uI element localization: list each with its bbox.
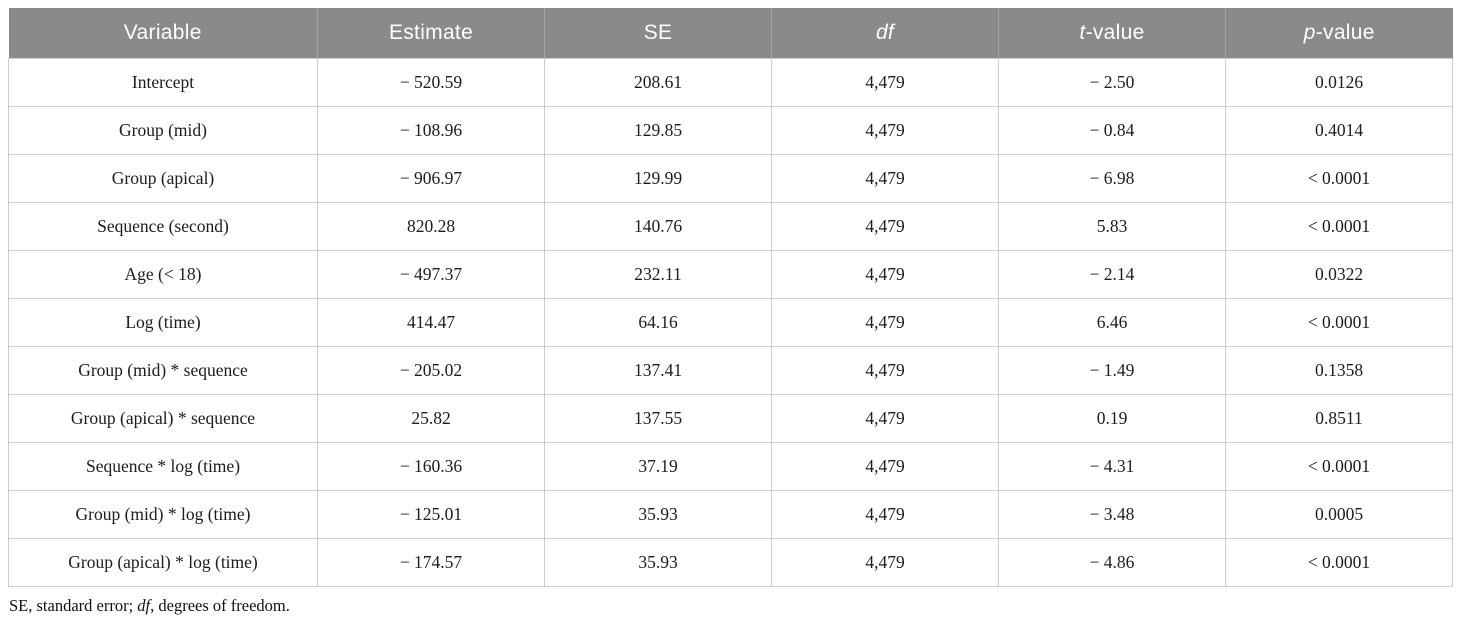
cell-df: 4,479: [771, 105, 999, 155]
column-header-t-value: t-value: [998, 8, 1226, 59]
cell-p-value: 0.0005: [1225, 489, 1453, 539]
cell-t-value: − 2.50: [998, 57, 1226, 107]
cell-estimate: − 160.36: [317, 441, 545, 491]
table-row: Sequence * log (time) − 160.36 37.19 4,479−…: [8, 441, 1453, 491]
cell-df: 4,479: [771, 297, 999, 347]
cell-variable: Group (apical) * log (time): [8, 537, 318, 587]
cell-estimate: − 520.59: [317, 57, 545, 107]
cell-df: 4,479: [771, 345, 999, 395]
cell-df: 4,479: [771, 537, 999, 587]
cell-variable: Intercept: [8, 57, 318, 107]
table-row: Group (apical) * log (time) − 174.57 35.93…: [8, 537, 1453, 587]
column-header-estimate: Estimate: [317, 8, 545, 59]
cell-se: 208.61: [544, 57, 772, 107]
cell-df: 4,479: [771, 249, 999, 299]
table-row: Age (< 18) − 497.37 232.11 4,479− 2.14 0.032…: [8, 249, 1453, 299]
table-row: Group (mid) * log (time) − 125.01 35.93 4,4…: [8, 489, 1453, 539]
table-row: Intercept − 520.59 208.61 4,479− 2.50 0.0126: [8, 57, 1453, 107]
text: , degrees of freedom.: [150, 595, 290, 615]
cell-se: 35.93: [544, 489, 772, 539]
cell-p-value: 0.8511: [1225, 393, 1453, 443]
table-row: Sequence (second) 820.28 140.76 4,479 5.83 < …: [8, 201, 1453, 251]
header-row: Variable Estimate SE df t-value p-value: [8, 8, 1453, 59]
text: SE, standard error;: [9, 595, 138, 615]
cell-estimate: − 205.02: [317, 345, 545, 395]
cell-t-value: 6.46: [998, 297, 1226, 347]
italic-text: t: [1079, 20, 1086, 44]
cell-df: 4,479: [771, 489, 999, 539]
cell-estimate: 25.82: [317, 393, 545, 443]
cell-estimate: − 174.57: [317, 537, 545, 587]
cell-se: 137.41: [544, 345, 772, 395]
cell-p-value: 0.4014: [1225, 105, 1453, 155]
cell-t-value: − 4.86: [998, 537, 1226, 587]
cell-se: 37.19: [544, 441, 772, 491]
column-header-p-value: p-value: [1225, 8, 1453, 59]
cell-se: 129.85: [544, 105, 772, 155]
cell-t-value: − 6.98: [998, 153, 1226, 203]
cell-df: 4,479: [771, 201, 999, 251]
cell-p-value: < 0.0001: [1225, 153, 1453, 203]
cell-se: 64.16: [544, 297, 772, 347]
cell-variable: Sequence * log (time): [8, 441, 318, 491]
cell-estimate: − 497.37: [317, 249, 545, 299]
cell-variable: Group (apical): [8, 153, 318, 203]
cell-estimate: − 108.96: [317, 105, 545, 155]
cell-estimate: 414.47: [317, 297, 545, 347]
cell-t-value: − 2.14: [998, 249, 1226, 299]
table-row: Log (time) 414.47 64.16 4,479 6.46 < 0.0001: [8, 297, 1453, 347]
cell-estimate: 820.28: [317, 201, 545, 251]
cell-df: 4,479: [771, 393, 999, 443]
cell-t-value: 0.19: [998, 393, 1226, 443]
cell-p-value: 0.1358: [1225, 345, 1453, 395]
table-body: Intercept − 520.59 208.61 4,479− 2.50 0.0126…: [8, 57, 1453, 587]
cell-variable: Log (time): [8, 297, 318, 347]
cell-t-value: 5.83: [998, 201, 1226, 251]
cell-p-value: 0.0126: [1225, 57, 1453, 107]
table-row: Group (apical) * sequence 25.82 137.55 4,47…: [8, 393, 1453, 443]
italic-text: df: [137, 595, 151, 615]
cell-variable: Age (< 18): [8, 249, 318, 299]
cell-t-value: − 1.49: [998, 345, 1226, 395]
cell-df: 4,479: [771, 153, 999, 203]
cell-se: 35.93: [544, 537, 772, 587]
table-row: Group (mid) − 108.96 129.85 4,479− 0.84 0.40…: [8, 105, 1453, 155]
cell-p-value: < 0.0001: [1225, 537, 1453, 587]
cell-estimate: − 125.01: [317, 489, 545, 539]
cell-se: 129.99: [544, 153, 772, 203]
text: Estimate: [388, 20, 474, 44]
italic-text: p: [1303, 20, 1316, 44]
cell-df: 4,479: [771, 441, 999, 491]
cell-se: 137.55: [544, 393, 772, 443]
column-header-variable: Variable: [8, 8, 318, 59]
column-header-se: SE: [544, 8, 772, 59]
statistics-table: Variable Estimate SE df t-value p-value Inter…: [8, 8, 1453, 587]
cell-t-value: − 3.48: [998, 489, 1226, 539]
table-row: Group (mid) * sequence − 205.02 137.41 4,47…: [8, 345, 1453, 395]
cell-df: 4,479: [771, 57, 999, 107]
cell-estimate: − 906.97: [317, 153, 545, 203]
cell-variable: Group (apical) * sequence: [8, 393, 318, 443]
cell-t-value: − 4.31: [998, 441, 1226, 491]
text: -value: [1085, 20, 1145, 44]
cell-variable: Group (mid) * log (time): [8, 489, 318, 539]
cell-p-value: < 0.0001: [1225, 441, 1453, 491]
cell-variable: Sequence (second): [8, 201, 318, 251]
cell-se: 232.11: [544, 249, 772, 299]
text: SE: [643, 20, 673, 44]
text: Variable: [123, 20, 202, 44]
cell-t-value: − 0.84: [998, 105, 1226, 155]
table-row: Group (apical) − 906.97 129.99 4,479− 6.98 <…: [8, 153, 1453, 203]
cell-p-value: < 0.0001: [1225, 297, 1453, 347]
column-header-df: df: [771, 8, 999, 59]
cell-variable: Group (mid): [8, 105, 318, 155]
table-footnote: SE, standard error; df, degrees of freed…: [8, 596, 1452, 616]
cell-variable: Group (mid) * sequence: [8, 345, 318, 395]
text: -value: [1315, 20, 1375, 44]
cell-p-value: 0.0322: [1225, 249, 1453, 299]
cell-p-value: < 0.0001: [1225, 201, 1453, 251]
cell-se: 140.76: [544, 201, 772, 251]
italic-text: df: [875, 20, 895, 44]
